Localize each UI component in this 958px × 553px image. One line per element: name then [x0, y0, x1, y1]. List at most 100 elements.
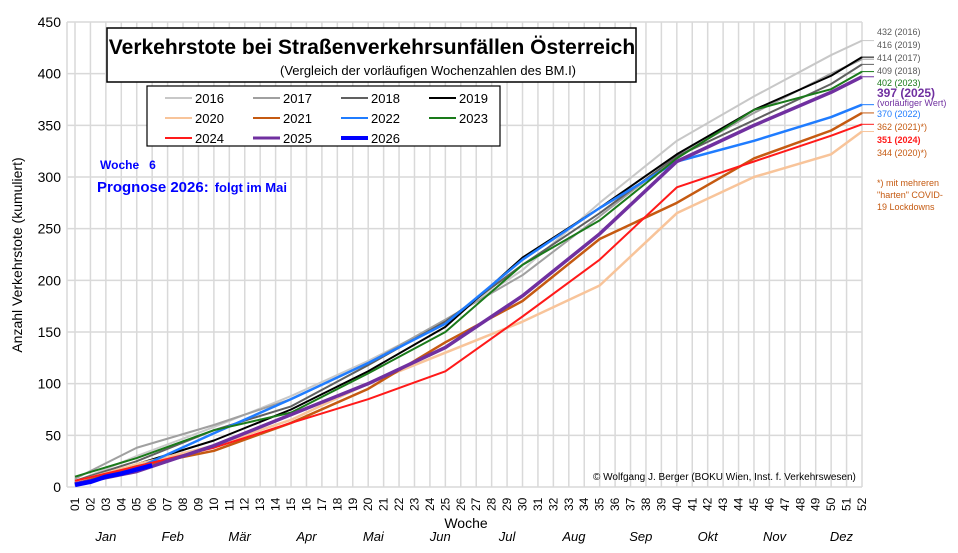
x-tick-label: 52	[855, 497, 869, 511]
x-tick-label: 03	[99, 497, 113, 511]
y-tick-label: 400	[38, 66, 62, 82]
series-line-2022	[74, 103, 863, 487]
x-tick-label: 27	[469, 497, 483, 511]
end-label: 414 (2017)	[877, 53, 921, 63]
x-tick-label: 17	[315, 497, 329, 511]
y-tick-label: 300	[38, 169, 62, 185]
series-line-2023	[74, 70, 863, 478]
x-tick-label: 44	[732, 497, 746, 511]
y-tick-label: 450	[38, 14, 62, 30]
month-label: Okt	[698, 529, 720, 544]
month-label: Mär	[228, 529, 251, 544]
series-line-2026	[74, 463, 153, 488]
x-tick-label: 40	[670, 497, 684, 511]
legend-box	[146, 85, 501, 147]
series-line-2021	[74, 111, 863, 486]
x-tick-label: 46	[762, 497, 776, 511]
copyright: © Wolfgang J. Berger (BOKU Wien, Inst. f…	[593, 472, 856, 483]
x-tick-label: 32	[546, 497, 560, 511]
end-label: 397 (2025)	[877, 86, 935, 100]
x-tick-label: 09	[191, 497, 205, 511]
footnote-line: *) mit mehreren	[877, 178, 939, 188]
month-label: Jan	[94, 529, 116, 544]
x-tick-label: 13	[253, 497, 267, 511]
y-tick-label: 0	[53, 479, 61, 495]
x-tick-label: 07	[161, 497, 175, 511]
x-tick-label: 38	[639, 497, 653, 511]
x-tick-label: 04	[114, 497, 128, 511]
end-label: 362 (2021)*)	[877, 122, 927, 132]
month-label: Dez	[830, 529, 854, 544]
end-label: 402 (2023)	[877, 78, 921, 88]
month-label: Jul	[498, 529, 517, 544]
x-tick-label: 23	[407, 497, 421, 511]
x-tick-label: 12	[238, 497, 252, 511]
x-tick-label: 48	[793, 497, 807, 511]
x-tick-label: 31	[531, 497, 545, 511]
x-tick-label: 05	[130, 497, 144, 511]
series-line-2025	[74, 75, 863, 486]
x-tick-label: 33	[562, 497, 576, 511]
legend-label-2016: 2016	[195, 91, 224, 106]
legend-label-2019: 2019	[459, 91, 488, 106]
x-tick-label: 02	[83, 497, 97, 511]
chart-title: Verkehrstote bei Straßenverkehrsunfällen…	[109, 36, 635, 59]
series-lines	[74, 39, 863, 488]
x-tick-label: 06	[145, 497, 159, 511]
week-label: Woche 6	[100, 158, 156, 172]
legend-label-2022: 2022	[371, 111, 400, 126]
x-tick-label: 35	[593, 497, 607, 511]
x-tick-label: 01	[68, 497, 82, 511]
legend-label-2017: 2017	[283, 91, 312, 106]
end-label: 351 (2024)	[877, 135, 921, 145]
x-tick-label: 16	[299, 497, 313, 511]
x-tick-label: 36	[608, 497, 622, 511]
month-label: Nov	[763, 529, 788, 544]
x-tick-label: 15	[284, 497, 298, 511]
legend-label-2026: 2026	[371, 131, 400, 146]
y-axis-title: Anzahl Verkehrstote (kumuliert)	[9, 157, 25, 352]
y-tick-label: 50	[45, 427, 61, 443]
footnote-line: "harten" COVID-	[877, 190, 943, 200]
x-tick-label: 49	[809, 497, 823, 511]
x-tick-label: 14	[269, 497, 283, 511]
legend: 2016 2017 2018 2019 2020 2021 2022 2023 2024 2025…	[165, 91, 488, 146]
x-tick-label: 26	[454, 497, 468, 511]
x-tick-label: 28	[485, 497, 499, 511]
x-tick-label: 51	[840, 497, 854, 511]
x-tick-label: 21	[377, 497, 391, 511]
x-tick-label: 22	[392, 497, 406, 511]
x-tick-label: 11	[222, 498, 236, 511]
end-label: 432 (2016)	[877, 27, 921, 37]
series-line-2016	[74, 39, 863, 483]
month-label: Apr	[295, 529, 317, 544]
x-tick-label: 42	[701, 497, 715, 511]
end-value-labels: 432 (2016) 416 (2019) 414 (2017) 409 (2018)…	[862, 27, 946, 212]
x-tick-label: 18	[330, 497, 344, 511]
x-axis-title: Woche	[444, 515, 488, 531]
y-tick-label: 150	[38, 324, 62, 340]
end-label: 344 (2020)*)	[877, 148, 927, 158]
x-tick-label: 19	[346, 497, 360, 511]
legend-label-2018: 2018	[371, 91, 400, 106]
month-label: Mai	[363, 529, 385, 544]
title-box	[106, 27, 637, 83]
x-tick-label: 37	[624, 497, 638, 511]
x-tick-label: 43	[716, 497, 730, 511]
x-tick-label: 10	[207, 497, 221, 511]
x-axis: 01 02 03 04 05 06 07 08 09 10 11 12 13 14 15 16 17 18 19 20…	[68, 497, 869, 511]
month-label: Sep	[629, 529, 652, 544]
end-label: 370 (2022)	[877, 109, 921, 119]
x-tick-label: 41	[685, 497, 699, 511]
x-tick-label: 08	[176, 497, 190, 511]
x-tick-label: 24	[423, 497, 437, 511]
y-tick-label: 250	[38, 221, 62, 237]
month-label: Feb	[162, 529, 184, 544]
legend-label-2025: 2025	[283, 131, 312, 146]
x-tick-label: 30	[516, 497, 530, 511]
legend-label-2024: 2024	[195, 131, 224, 146]
x-tick-label: 47	[778, 497, 792, 511]
end-label: 416 (2019)	[877, 40, 921, 50]
x-tick-label: 20	[361, 497, 375, 511]
